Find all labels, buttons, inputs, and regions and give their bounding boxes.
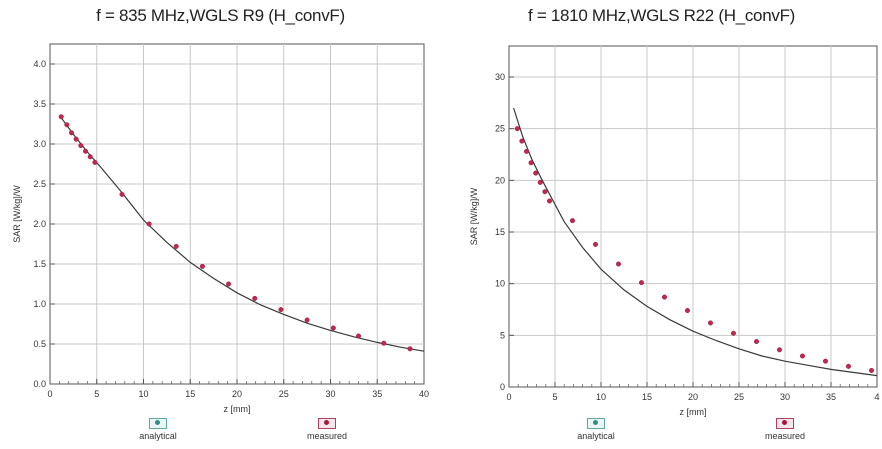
y-tick-label: 5 — [500, 330, 505, 340]
y-tick-label: 2.0 — [33, 219, 46, 229]
y-tick-label: 25 — [495, 124, 505, 134]
legend-analytical-label: analytical — [577, 431, 615, 441]
x-tick-label: 40 — [419, 389, 429, 399]
legend-analytical-swatch — [149, 418, 167, 429]
series-measured-point — [356, 333, 362, 339]
legend-analytical: analytical — [556, 418, 636, 441]
series-measured-point — [73, 136, 79, 142]
series-measured-point — [684, 308, 690, 314]
chart-panel-1810mhz: f = 1810 MHz,WGLS R22 (H_convF) 0 5 10 15 20… — [441, 0, 882, 449]
series-measured-point — [730, 330, 736, 336]
x-tick-label: 0 — [506, 392, 511, 402]
x-tick-label: 0 — [47, 389, 52, 399]
series-measured-point — [569, 218, 575, 224]
series-measured-point — [592, 241, 598, 247]
series-measured-point — [58, 114, 64, 120]
series-measured-point — [407, 346, 413, 352]
y-tick-label: 4.0 — [33, 59, 46, 69]
x-tick-label: 4 — [874, 392, 879, 402]
x-tick-label: 5 — [552, 392, 557, 402]
series-measured-point — [64, 122, 70, 128]
y-tick-label: 20 — [495, 175, 505, 185]
legend-analytical: analytical — [118, 418, 198, 441]
y-tick-label: 10 — [495, 279, 505, 289]
series-measured-point — [799, 353, 805, 359]
x-tick-label: 20 — [232, 389, 242, 399]
series-measured-point — [173, 243, 179, 249]
y-axis-label: SAR [W/kg]/W — [12, 185, 22, 243]
series-measured-point — [661, 294, 667, 300]
legend-measured-swatch — [318, 418, 336, 429]
x-tick-label: 10 — [138, 389, 148, 399]
series-measured-point — [707, 320, 713, 326]
series-measured-point — [226, 281, 232, 287]
series-measured-point — [523, 148, 529, 154]
y-tick-label: 0 — [500, 382, 505, 392]
y-tick-label: 0.5 — [33, 339, 46, 349]
series-measured-point — [330, 325, 336, 331]
series-measured-point — [638, 280, 644, 286]
series-measured-point — [381, 340, 387, 346]
x-axis-label: z [mm] — [224, 404, 251, 414]
series-measured-point — [546, 198, 552, 204]
series-analytical-line — [513, 107, 878, 377]
x-tick-label: 30 — [325, 389, 335, 399]
y-tick-label: 1.5 — [33, 259, 46, 269]
series-measured-point — [69, 130, 75, 136]
series-measured-point — [83, 148, 89, 154]
x-tick-label: 25 — [279, 389, 289, 399]
y-tick-label: 3.5 — [33, 99, 46, 109]
x-tick-label: 30 — [780, 392, 790, 402]
x-tick-label: 15 — [642, 392, 652, 402]
chart-title: f = 1810 MHz,WGLS R22 (H_convF) — [527, 6, 796, 25]
legend-analytical-label: analytical — [139, 431, 177, 441]
series-measured-point — [845, 363, 851, 369]
legend-measured: measured — [745, 418, 825, 441]
series-measured-point — [542, 189, 548, 195]
series-measured-point — [868, 367, 874, 373]
x-tick-label: 35 — [372, 389, 382, 399]
chart-panel-835mhz: f = 835 MHz,WGLS R9 (H_convF) 0 5 10 15 20 25… — [12, 6, 429, 441]
chart-title: f = 835 MHz,WGLS R9 (H_convF) — [96, 6, 345, 25]
series-measured-point — [776, 347, 782, 353]
series-measured-point — [533, 170, 539, 176]
legend-measured: measured — [287, 418, 367, 441]
x-axis-label: z [mm] — [680, 407, 707, 417]
series-measured-point — [822, 358, 828, 364]
y-tick-label: 2.5 — [33, 179, 46, 189]
series-measured-point — [528, 160, 534, 166]
series-measured-point — [615, 261, 621, 267]
series-measured-point — [753, 339, 759, 345]
y-tick-label: 1.0 — [33, 299, 46, 309]
series-measured-point — [199, 263, 205, 269]
series-measured-point — [278, 307, 284, 313]
series-measured-point — [519, 138, 525, 144]
x-tick-label: 25 — [734, 392, 744, 402]
x-tick-label: 15 — [185, 389, 195, 399]
series-measured-point — [252, 295, 258, 301]
x-tick-label: 20 — [688, 392, 698, 402]
chart-plot-835mhz: 0 5 10 15 20 25 30 35 40 0.0 0.5 1.0 1.5 2.0 2.5 3.0 3.5… — [12, 43, 429, 414]
y-tick-label: 15 — [495, 227, 505, 237]
series-measured-point — [146, 221, 152, 227]
y-tick-label: 30 — [495, 72, 505, 82]
x-tick-label: 5 — [94, 389, 99, 399]
x-tick-label: 10 — [596, 392, 606, 402]
y-tick-label: 0.0 — [33, 379, 46, 389]
series-measured-point — [304, 317, 310, 323]
legend-analytical-swatch — [587, 418, 605, 429]
series-measured-point — [119, 191, 125, 197]
series-measured-point — [537, 179, 543, 185]
series-measured-point — [78, 143, 84, 149]
series-measured-point — [92, 159, 98, 165]
y-axis-label: SAR [W/kg]/W — [469, 187, 479, 245]
legend-measured-label: measured — [764, 431, 806, 441]
legend-measured-label: measured — [306, 431, 348, 441]
legend-measured-swatch — [776, 418, 794, 429]
series-measured-point — [514, 126, 520, 132]
series-measured-point — [87, 154, 93, 160]
x-tick-label: 35 — [826, 392, 836, 402]
y-tick-label: 3.0 — [33, 139, 46, 149]
